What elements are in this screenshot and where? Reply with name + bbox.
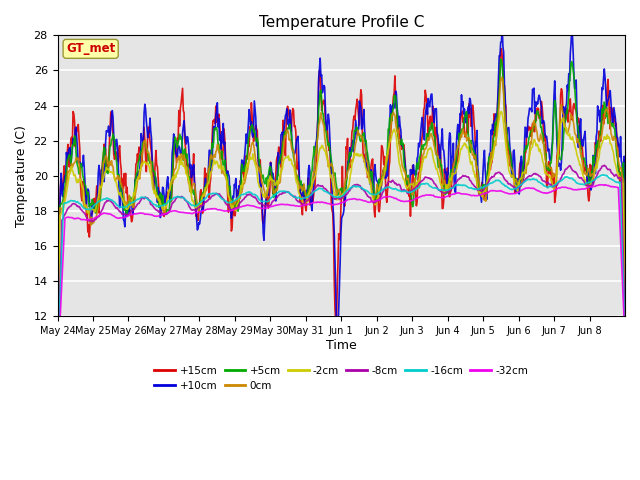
Text: GT_met: GT_met (66, 42, 115, 55)
Y-axis label: Temperature (C): Temperature (C) (15, 125, 28, 227)
Legend: +15cm, +10cm, +5cm, 0cm, -2cm, -8cm, -16cm, -32cm: +15cm, +10cm, +5cm, 0cm, -2cm, -8cm, -16… (150, 361, 532, 395)
X-axis label: Time: Time (326, 338, 356, 352)
Title: Temperature Profile C: Temperature Profile C (259, 15, 424, 30)
